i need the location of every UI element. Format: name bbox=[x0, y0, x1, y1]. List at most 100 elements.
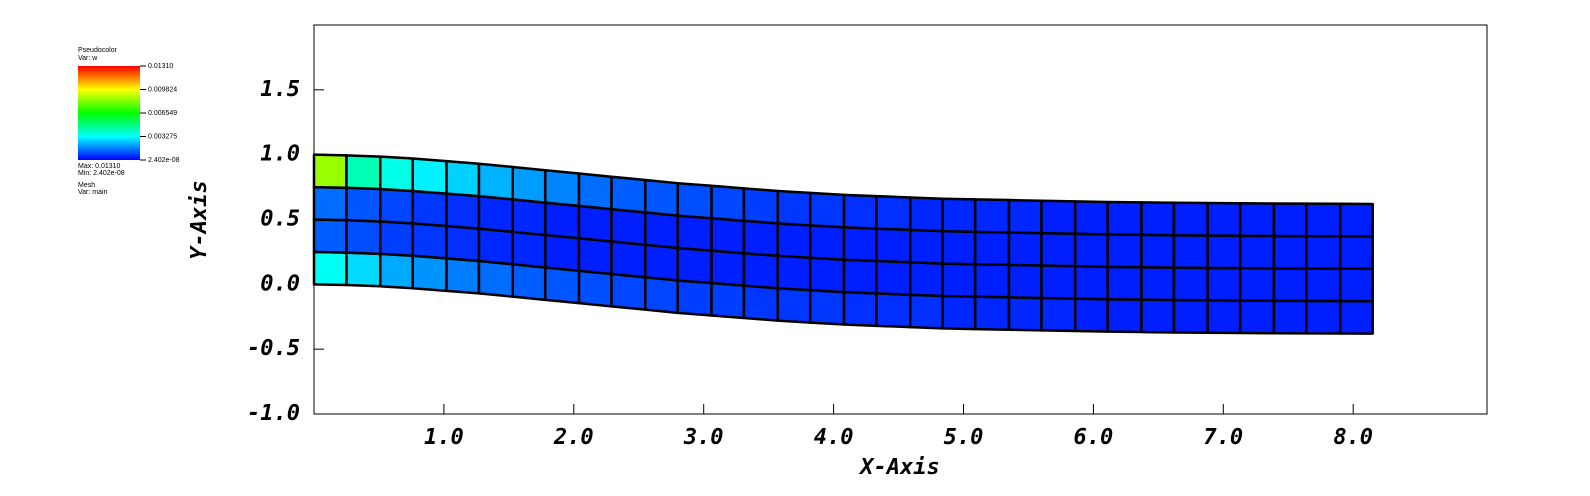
mesh-cell bbox=[776, 222, 812, 260]
mesh-cell bbox=[1238, 299, 1276, 335]
legend-tick-label: 0.006549 bbox=[148, 110, 177, 117]
legend-tick-label: 0.003275 bbox=[148, 133, 177, 140]
mesh-cell bbox=[643, 243, 679, 282]
mesh-cell bbox=[842, 193, 878, 230]
mesh-cell bbox=[1140, 298, 1176, 334]
mesh-cell bbox=[543, 233, 581, 272]
mesh-cell bbox=[742, 219, 779, 258]
mesh-cell bbox=[411, 254, 448, 293]
mesh-cell bbox=[908, 261, 944, 298]
mesh-cell bbox=[511, 165, 547, 204]
mesh-cell bbox=[973, 230, 1011, 267]
mesh-cell bbox=[1106, 265, 1143, 301]
mesh-cell bbox=[1238, 266, 1276, 303]
mesh-cell bbox=[742, 251, 779, 290]
mesh-cell bbox=[875, 292, 912, 329]
mesh-cell bbox=[1007, 296, 1043, 332]
mesh-cell bbox=[1007, 198, 1043, 235]
mesh-cell bbox=[1305, 234, 1342, 270]
mesh-cell bbox=[710, 184, 746, 223]
mesh-cell bbox=[1338, 267, 1374, 303]
mesh-cell bbox=[1073, 264, 1109, 301]
y-tick-label: 1.5 bbox=[260, 77, 300, 102]
mesh-cell bbox=[1007, 231, 1043, 267]
mesh-cell bbox=[345, 218, 382, 256]
mesh-cell bbox=[1206, 201, 1242, 237]
mesh-cell bbox=[742, 187, 779, 225]
x-tick-label: 8.0 bbox=[1333, 425, 1373, 450]
x-tick-label: 6.0 bbox=[1074, 425, 1114, 450]
mesh-cell bbox=[908, 293, 944, 330]
mesh-cell bbox=[1172, 201, 1209, 237]
legend-tick-label: 0.01310 bbox=[148, 63, 173, 70]
x-tick-label: 3.0 bbox=[683, 425, 724, 450]
mesh-cell bbox=[973, 198, 1011, 234]
y-tick-label: -1.0 bbox=[247, 401, 300, 426]
mesh-cell bbox=[378, 187, 414, 225]
mesh-cell bbox=[710, 249, 746, 287]
mesh-cell bbox=[808, 288, 846, 326]
x-tick-label: 7.0 bbox=[1203, 425, 1243, 450]
mesh-cell bbox=[378, 252, 414, 290]
mesh-cell bbox=[543, 168, 581, 208]
mesh-cell bbox=[312, 218, 348, 254]
mesh-cell bbox=[1206, 299, 1242, 335]
mesh-cell bbox=[1272, 267, 1308, 303]
mesh-cell bbox=[511, 198, 547, 237]
mesh-cell bbox=[1073, 200, 1109, 236]
mesh-cell bbox=[941, 294, 977, 331]
mesh-cell bbox=[345, 186, 382, 223]
legend-max: Max: 0.01310 bbox=[78, 163, 121, 170]
mesh-cell bbox=[1272, 299, 1308, 335]
mesh-cell bbox=[842, 226, 878, 263]
mesh-cell bbox=[378, 220, 414, 258]
mesh-cell bbox=[643, 275, 679, 315]
mesh-cell bbox=[1140, 233, 1176, 269]
legend-mesh: Mesh bbox=[78, 182, 95, 189]
mesh-cell bbox=[511, 230, 547, 269]
mesh-cell bbox=[742, 284, 779, 322]
mesh-cell bbox=[345, 251, 382, 288]
mesh-cell bbox=[610, 207, 647, 247]
legend-mesh-var: Var: main bbox=[78, 189, 108, 196]
legend-min: Min: 2.402e-08 bbox=[78, 170, 125, 177]
mesh-cell bbox=[842, 290, 878, 328]
mesh-cell bbox=[1206, 234, 1242, 270]
mesh-cell bbox=[1106, 297, 1143, 334]
x-tick-label: 2.0 bbox=[553, 425, 594, 450]
mesh-cell bbox=[1172, 298, 1209, 334]
mesh-cell bbox=[776, 254, 812, 292]
mesh-cell bbox=[411, 222, 448, 260]
mesh-cell bbox=[676, 214, 713, 252]
mesh-cell bbox=[1040, 296, 1077, 333]
mesh-cell bbox=[1040, 199, 1077, 236]
mesh-cell bbox=[1073, 232, 1109, 269]
colorbar bbox=[78, 66, 140, 160]
mesh-cell bbox=[908, 196, 944, 233]
mesh-cell bbox=[1272, 234, 1308, 270]
mesh-cell bbox=[1172, 233, 1209, 270]
mesh-cell bbox=[610, 240, 647, 279]
mesh-cell bbox=[1338, 299, 1374, 335]
mesh-cell bbox=[445, 192, 481, 230]
mesh-cell bbox=[610, 175, 647, 214]
mesh-cell bbox=[610, 272, 647, 311]
y-tick-label: 0.0 bbox=[260, 271, 300, 296]
x-tick-label: 4.0 bbox=[814, 425, 854, 450]
mesh-cell bbox=[312, 250, 348, 287]
mesh-cell bbox=[411, 189, 448, 228]
mesh-cell bbox=[445, 257, 481, 295]
mesh-cell bbox=[776, 286, 812, 324]
y-axis-label: Y-Axis bbox=[187, 180, 212, 259]
mesh-cell bbox=[941, 229, 977, 266]
mesh-cell bbox=[875, 194, 912, 232]
mesh-cell bbox=[477, 227, 514, 266]
mesh-cell bbox=[477, 259, 514, 298]
mesh-cell bbox=[808, 256, 846, 294]
mesh-cell bbox=[577, 172, 613, 211]
mesh-cell bbox=[842, 258, 878, 295]
mesh-cell bbox=[312, 153, 348, 189]
mesh-cell bbox=[477, 162, 514, 201]
